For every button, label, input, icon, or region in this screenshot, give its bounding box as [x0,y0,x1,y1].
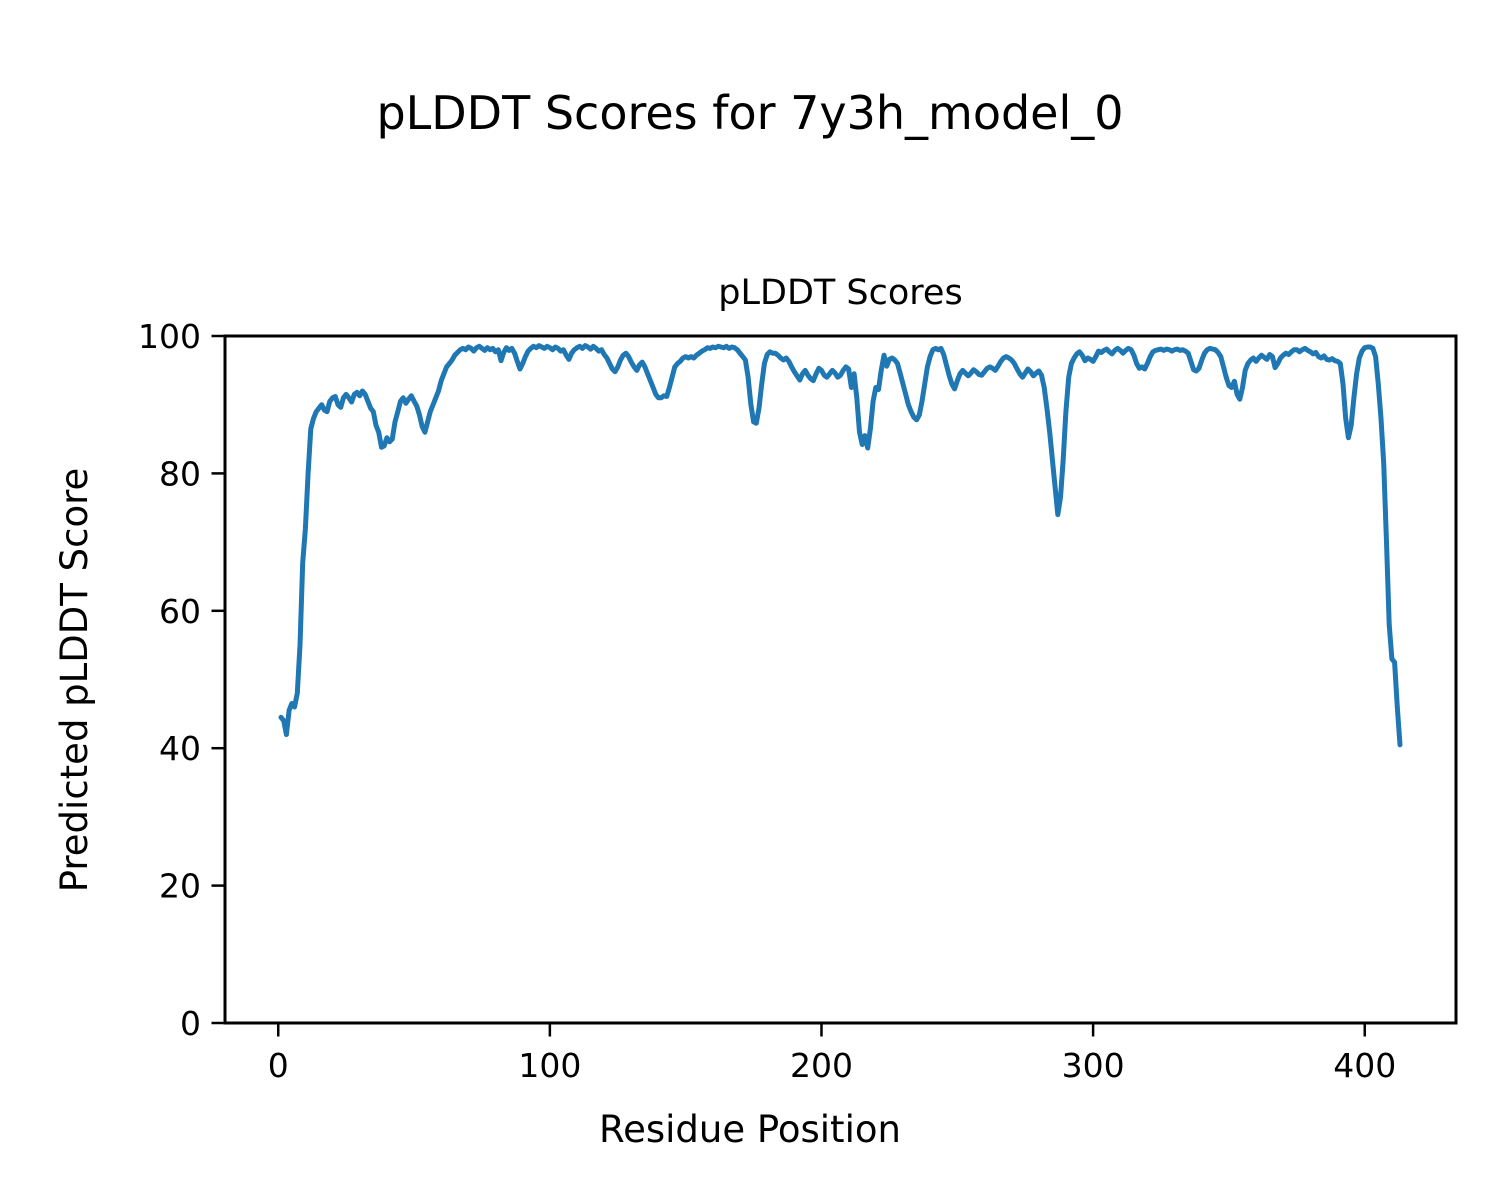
x-tick-label-2: 200 [790,1046,853,1085]
x-axis-label: Residue Position [599,1108,901,1151]
y-tick-label-3: 60 [159,592,201,631]
axes-frame [223,334,1458,1025]
y-tick-label-1: 20 [159,867,201,906]
x-tick-label-1: 100 [518,1046,581,1085]
y-tick-label-5: 100 [138,317,201,356]
y-tick-label-2: 40 [159,729,201,768]
figure-suptitle: pLDDT Scores for 7y3h_model_0 [376,86,1124,140]
y-tick-label-4: 80 [159,454,201,493]
y-axis-label-text: Predicted pLDDT Score [52,467,96,893]
x-tick-label-4: 400 [1333,1046,1396,1085]
x-tick-label-0: 0 [268,1046,289,1085]
axes-title: pLDDT Scores [718,273,963,313]
y-tick-label-0: 0 [180,1004,201,1043]
x-tick-label-3: 300 [1062,1046,1125,1085]
plddt-series-line-0 [278,343,1403,748]
